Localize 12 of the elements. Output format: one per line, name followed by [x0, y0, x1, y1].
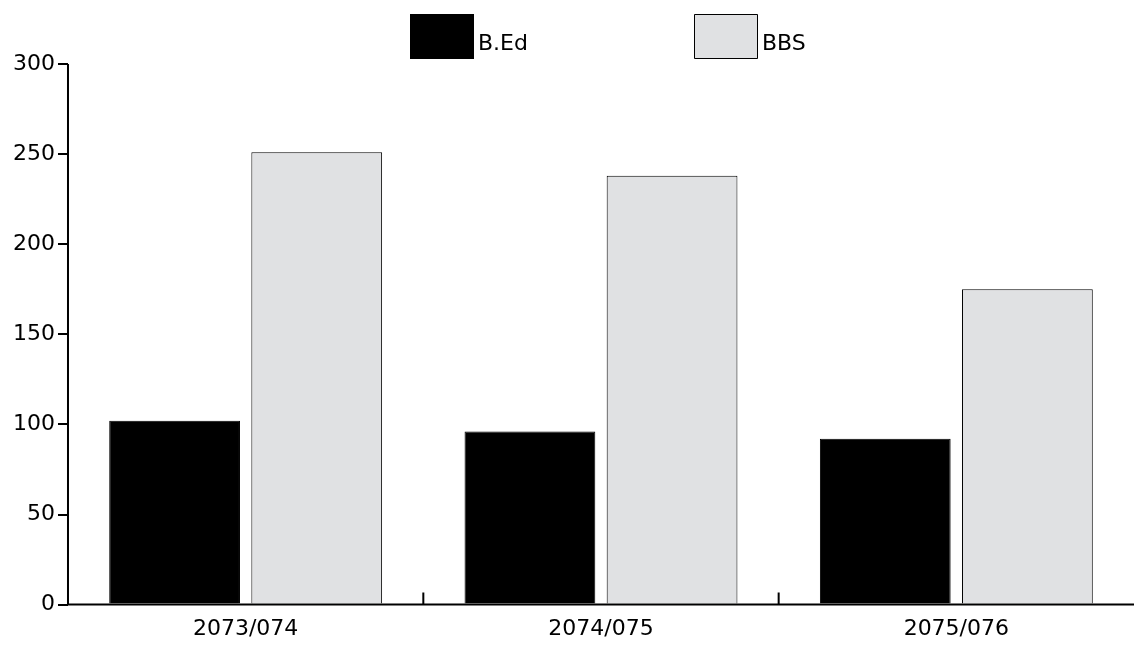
y-tick-label: 0: [40, 590, 55, 616]
y-tick-label: 100: [12, 410, 55, 436]
x-tick-label: 2073/074: [192, 614, 299, 640]
x-tick-label: 2074/075: [548, 614, 654, 640]
legend-label: BBS: [762, 29, 806, 55]
y-tick-label: 150: [12, 320, 55, 346]
y-tick-label: 250: [12, 139, 55, 165]
x-tick-label: 2075/076: [903, 614, 1010, 640]
legend-label: B.Ed: [478, 29, 528, 55]
y-tick-label: 300: [12, 49, 55, 75]
y-tick-label: 50: [26, 500, 55, 526]
y-tick-label: 200: [12, 229, 55, 255]
